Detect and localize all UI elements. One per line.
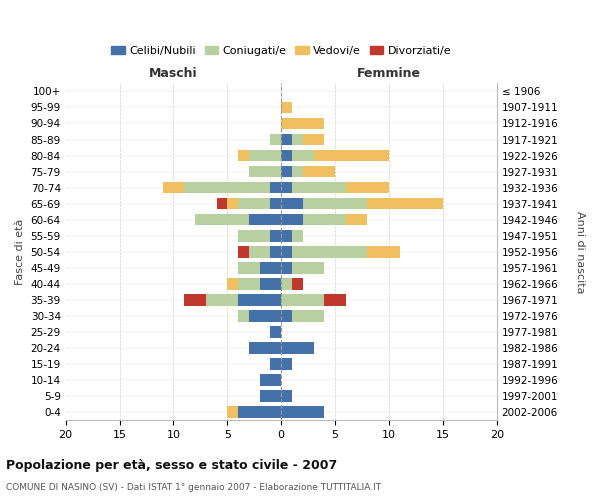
Bar — [314, 150, 389, 162]
Bar — [249, 166, 281, 177]
Bar — [249, 214, 281, 226]
Bar — [281, 214, 303, 226]
Bar — [292, 262, 325, 274]
Bar — [227, 406, 238, 418]
Legend: Celibi/Nubili, Coniugati/e, Vedovi/e, Divorziati/e: Celibi/Nubili, Coniugati/e, Vedovi/e, Di… — [107, 42, 455, 60]
Bar — [271, 246, 281, 258]
Bar — [281, 278, 292, 289]
Bar — [260, 374, 281, 386]
Bar — [163, 182, 184, 194]
Bar — [303, 166, 335, 177]
Bar — [271, 358, 281, 370]
Bar — [249, 150, 281, 162]
Bar — [281, 182, 292, 194]
Bar — [260, 278, 281, 289]
Bar — [184, 294, 206, 306]
Bar — [195, 214, 249, 226]
Bar — [325, 294, 346, 306]
Bar — [292, 310, 325, 322]
Y-axis label: Fasce di età: Fasce di età — [15, 218, 25, 285]
Bar — [292, 246, 367, 258]
Bar — [303, 214, 346, 226]
Bar — [367, 198, 443, 209]
Bar — [281, 358, 292, 370]
Bar — [281, 118, 325, 129]
Bar — [206, 294, 238, 306]
Bar — [260, 262, 281, 274]
Bar — [260, 390, 281, 402]
Y-axis label: Anni di nascita: Anni di nascita — [575, 210, 585, 293]
Bar — [346, 182, 389, 194]
Bar — [281, 310, 292, 322]
Bar — [227, 198, 238, 209]
Bar — [238, 230, 271, 241]
Bar — [281, 230, 292, 241]
Bar — [238, 278, 260, 289]
Bar — [281, 198, 303, 209]
Bar — [281, 406, 325, 418]
Bar — [271, 134, 281, 145]
Text: Femmine: Femmine — [357, 67, 421, 80]
Bar — [292, 230, 303, 241]
Bar — [281, 134, 292, 145]
Text: Popolazione per età, sesso e stato civile - 2007: Popolazione per età, sesso e stato civil… — [6, 460, 337, 472]
Text: COMUNE DI NASINO (SV) - Dati ISTAT 1° gennaio 2007 - Elaborazione TUTTITALIA.IT: COMUNE DI NASINO (SV) - Dati ISTAT 1° ge… — [6, 484, 381, 492]
Bar — [281, 166, 292, 177]
Bar — [249, 310, 281, 322]
Bar — [281, 390, 292, 402]
Bar — [249, 246, 271, 258]
Bar — [238, 262, 260, 274]
Bar — [367, 246, 400, 258]
Bar — [249, 342, 281, 354]
Bar — [238, 294, 281, 306]
Bar — [292, 166, 303, 177]
Bar — [271, 198, 281, 209]
Text: Maschi: Maschi — [149, 67, 198, 80]
Bar — [238, 246, 249, 258]
Bar — [271, 230, 281, 241]
Bar — [238, 150, 249, 162]
Bar — [217, 198, 227, 209]
Bar — [281, 102, 292, 113]
Bar — [292, 134, 303, 145]
Bar — [346, 214, 367, 226]
Bar — [303, 198, 367, 209]
Bar — [238, 406, 281, 418]
Bar — [184, 182, 271, 194]
Bar — [292, 182, 346, 194]
Bar — [281, 262, 292, 274]
Bar — [227, 278, 238, 289]
Bar — [238, 198, 271, 209]
Bar — [303, 134, 325, 145]
Bar — [292, 278, 303, 289]
Bar — [281, 246, 292, 258]
Bar — [281, 294, 325, 306]
Bar — [271, 326, 281, 338]
Bar — [281, 150, 292, 162]
Bar — [238, 310, 249, 322]
Bar — [292, 150, 314, 162]
Bar — [271, 182, 281, 194]
Bar — [281, 342, 314, 354]
